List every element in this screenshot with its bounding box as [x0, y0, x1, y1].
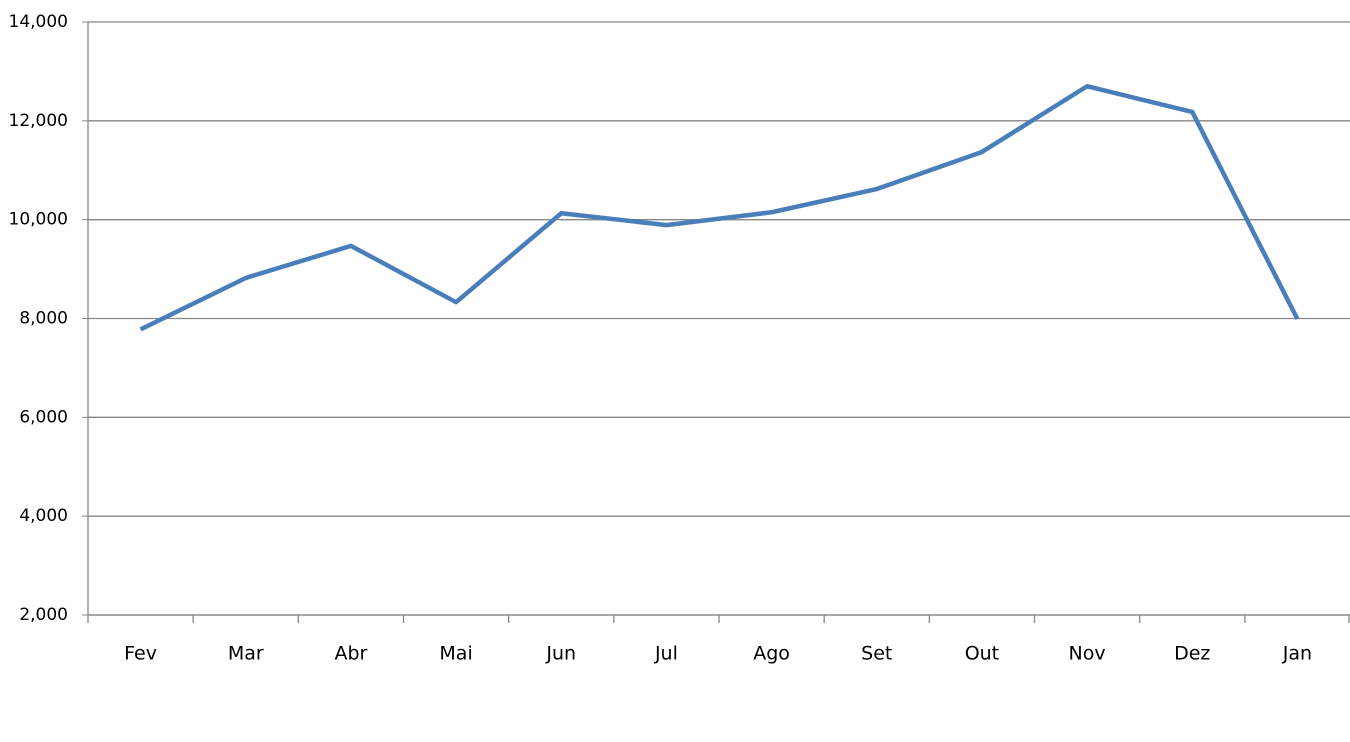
x-tick-label: Jun	[545, 643, 576, 665]
y-tick-label: 8,000	[19, 309, 68, 329]
x-tick-label: Nov	[1069, 643, 1106, 665]
y-tick-label: 6,000	[19, 407, 68, 427]
y-tick-label: 14,000	[9, 12, 68, 32]
data-line	[139, 83, 1300, 332]
x-tick-label: Jan	[1282, 643, 1312, 665]
y-tick-label: 2,000	[19, 605, 68, 625]
x-tick-label: Set	[861, 643, 892, 665]
y-tick-label: 12,000	[9, 111, 68, 131]
x-tick-label: Abr	[334, 643, 367, 665]
x-tick-label: Dez	[1174, 643, 1210, 665]
x-tick-label: Mai	[439, 643, 472, 665]
x-tick-label: Out	[965, 643, 999, 665]
x-tick-label: Mar	[228, 643, 264, 665]
x-tick-label: Ago	[753, 643, 790, 665]
y-tick-label: 4,000	[19, 506, 68, 526]
x-tick-label: Jul	[654, 643, 678, 665]
x-tick-label: Fev	[124, 643, 157, 665]
y-tick-label: 10,000	[9, 210, 68, 230]
